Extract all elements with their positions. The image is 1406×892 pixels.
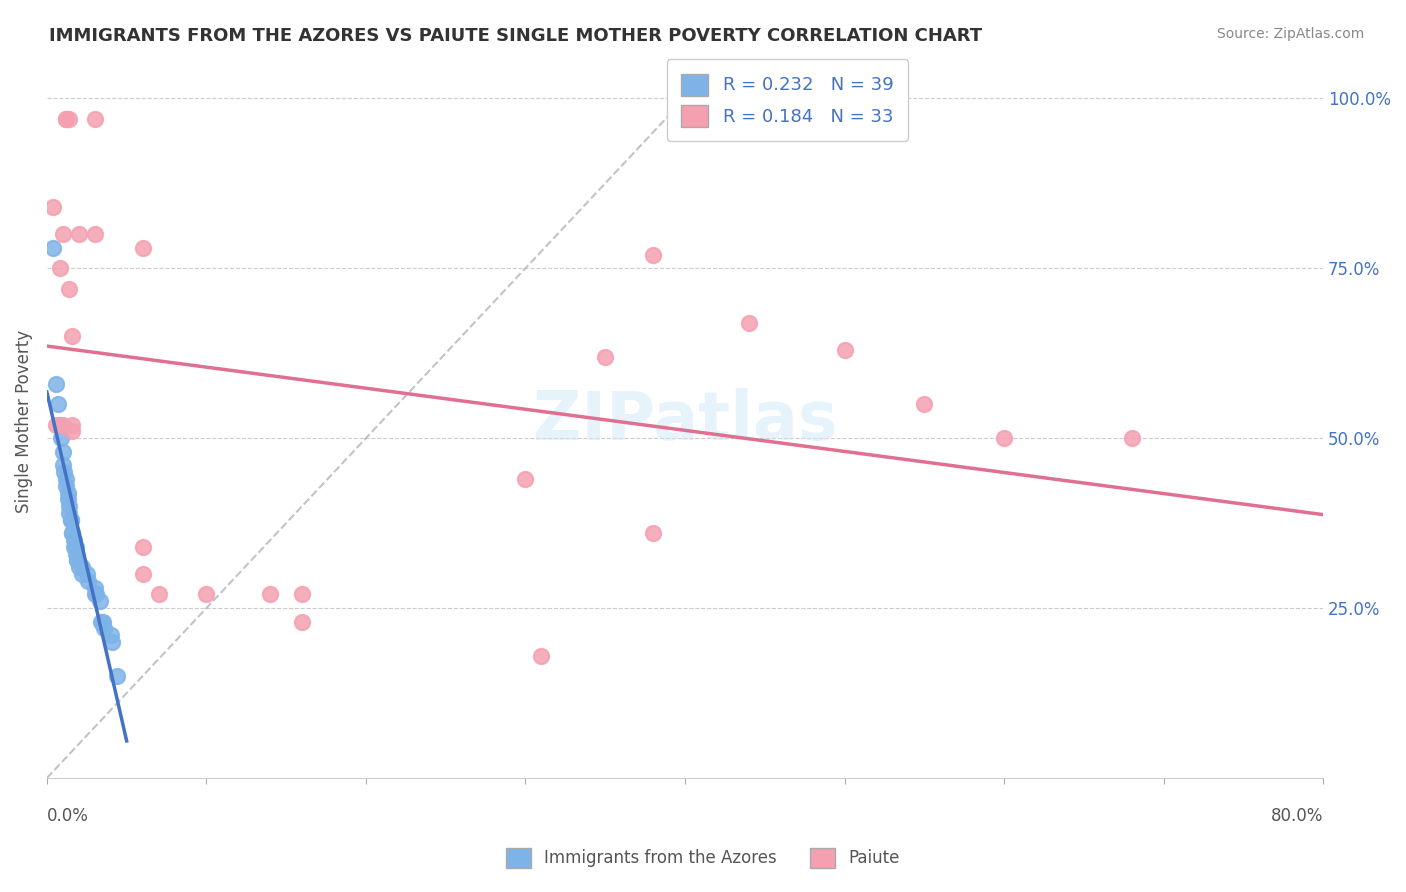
Point: [83, 587, 105, 601]
Point: [66, 553, 89, 567]
Point: [46, 397, 69, 411]
Point: [738, 316, 761, 330]
Text: ZIPatlas: ZIPatlas: [533, 388, 838, 454]
Point: [52, 227, 75, 242]
Point: [56, 492, 79, 507]
Point: [83, 581, 105, 595]
Point: [52, 444, 75, 458]
Point: [993, 431, 1015, 445]
Point: [62, 526, 84, 541]
Point: [53, 465, 76, 479]
Point: [48, 417, 70, 432]
Point: [42, 241, 65, 255]
Point: [58, 506, 80, 520]
Point: [100, 628, 122, 642]
Y-axis label: Single Mother Poverty: Single Mother Poverty: [15, 330, 32, 513]
Point: [48, 261, 70, 276]
Point: [291, 587, 314, 601]
Point: [131, 241, 153, 255]
Point: [55, 479, 77, 493]
Point: [55, 472, 77, 486]
Point: [259, 587, 281, 601]
Point: [834, 343, 856, 357]
Point: [91, 615, 114, 629]
Point: [52, 417, 75, 432]
Point: [67, 560, 90, 574]
Point: [912, 397, 935, 411]
Point: [42, 200, 65, 214]
Point: [89, 594, 111, 608]
Point: [148, 587, 170, 601]
Point: [195, 587, 218, 601]
Point: [65, 540, 87, 554]
Point: [291, 615, 314, 629]
Point: [58, 499, 80, 513]
Point: [62, 329, 84, 343]
Point: [70, 560, 93, 574]
Point: [55, 112, 77, 126]
Point: [51, 431, 73, 445]
Point: [90, 615, 112, 629]
Legend: Immigrants from the Azores, Paiute: Immigrants from the Azores, Paiute: [499, 841, 907, 875]
Point: [131, 567, 153, 582]
Point: [77, 574, 100, 588]
Point: [59, 513, 82, 527]
Point: [86, 587, 108, 601]
Point: [101, 635, 124, 649]
Point: [593, 350, 616, 364]
Legend: R = 0.232   N = 39, R = 0.184   N = 33: R = 0.232 N = 39, R = 0.184 N = 33: [666, 59, 908, 141]
Point: [59, 513, 82, 527]
Point: [58, 112, 80, 126]
Point: [66, 553, 89, 567]
Point: [62, 526, 84, 541]
Point: [515, 472, 537, 486]
Point: [131, 540, 153, 554]
Point: [65, 547, 87, 561]
Text: 0.0%: 0.0%: [46, 806, 89, 824]
Point: [55, 112, 77, 126]
Point: [70, 567, 93, 582]
Point: [62, 417, 84, 432]
Point: [62, 425, 84, 439]
Point: [83, 112, 105, 126]
Point: [1121, 431, 1143, 445]
Point: [56, 485, 79, 500]
Text: Source: ZipAtlas.com: Source: ZipAtlas.com: [1216, 27, 1364, 41]
Point: [67, 227, 90, 242]
Point: [63, 533, 86, 548]
Text: 80.0%: 80.0%: [1271, 806, 1323, 824]
Point: [530, 648, 553, 663]
Point: [45, 376, 67, 391]
Point: [52, 458, 75, 473]
Point: [45, 417, 67, 432]
Point: [643, 526, 665, 541]
Point: [63, 540, 86, 554]
Point: [93, 622, 115, 636]
Point: [58, 282, 80, 296]
Point: [105, 669, 128, 683]
Point: [76, 567, 98, 582]
Point: [83, 227, 105, 242]
Text: IMMIGRANTS FROM THE AZORES VS PAIUTE SINGLE MOTHER POVERTY CORRELATION CHART: IMMIGRANTS FROM THE AZORES VS PAIUTE SIN…: [49, 27, 983, 45]
Point: [643, 247, 665, 261]
